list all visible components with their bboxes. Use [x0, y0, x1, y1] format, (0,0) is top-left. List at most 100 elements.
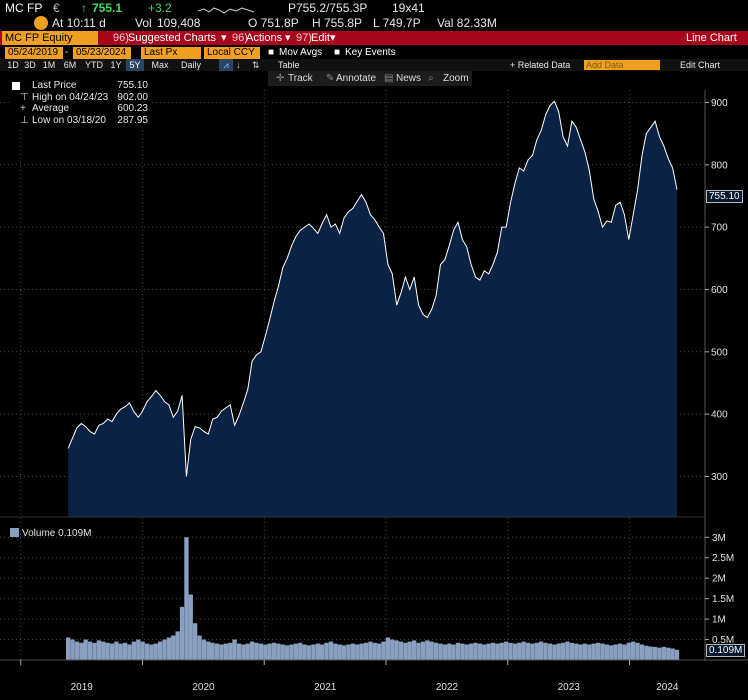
volume-bar: [346, 644, 351, 660]
currency-selector[interactable]: Local CCY: [204, 47, 260, 59]
volume-bar: [114, 641, 119, 660]
key-events-label[interactable]: Key Events: [345, 47, 396, 58]
price-line: [67, 100, 678, 477]
compare-icon[interactable]: ⇅: [252, 60, 260, 70]
volume-tick-label: 1.5M: [712, 594, 734, 605]
news-button[interactable]: News: [396, 73, 422, 84]
range-1y[interactable]: 1Y: [110, 60, 122, 70]
volume-bar: [363, 642, 369, 660]
track-button[interactable]: Track: [288, 73, 313, 84]
volume-bar: [635, 642, 640, 660]
volume-bar: [70, 639, 75, 660]
volume-bars: [66, 537, 680, 660]
volume-bar: [228, 642, 233, 660]
volume-bar: [368, 641, 373, 660]
edit-chart-button[interactable]: Edit Chart: [680, 60, 721, 70]
mov-avgs-label[interactable]: Mov Avgs: [279, 47, 323, 58]
volume-bar: [105, 642, 110, 660]
frequency-selector[interactable]: Daily: [181, 60, 202, 70]
volume-bar: [127, 644, 132, 660]
open-text: O 751.8P: [248, 16, 299, 30]
volume-bar: [648, 646, 653, 660]
volume-bar: [521, 641, 526, 660]
up-arrow-icon: ↑: [81, 1, 87, 15]
actions-menu[interactable]: Actions: [246, 32, 283, 44]
bar-chart-icon[interactable]: ↓: [236, 60, 241, 70]
field-selector[interactable]: Last Px: [141, 47, 201, 59]
volume-bar: [596, 642, 601, 660]
security-field[interactable]: MC FP Equity: [2, 31, 98, 45]
add-data-input[interactable]: Add Data: [584, 60, 660, 70]
high-marker-icon: ⊤: [20, 91, 29, 103]
volume-bar: [175, 631, 180, 660]
edit-menu[interactable]: Edit: [311, 32, 330, 44]
volume-bar: [578, 644, 583, 660]
volume-bar: [298, 642, 303, 660]
volume-bar: [324, 642, 329, 660]
key-events-checkbox-icon[interactable]: ■: [334, 47, 341, 58]
last-volume-tag: 0.109M: [706, 644, 746, 657]
volume-bar: [433, 642, 439, 660]
table-button[interactable]: Table: [278, 60, 300, 70]
volume-bar: [574, 643, 579, 660]
volume-bar: [539, 641, 544, 660]
zoom-icon: ⌕: [428, 73, 434, 84]
end-date-field[interactable]: 05/23/2024: [73, 47, 131, 59]
volume-bar: [425, 640, 430, 660]
volume-bar: [482, 644, 487, 660]
volume-bar: [267, 643, 272, 660]
year-label: 2020: [192, 682, 215, 693]
volume-bar: [144, 643, 150, 660]
range-max[interactable]: Max: [151, 60, 169, 70]
annotate-button[interactable]: Annotate: [336, 73, 377, 84]
volume-bar: [302, 644, 307, 660]
volume-bar: [123, 642, 128, 660]
range-1m[interactable]: 1M: [42, 60, 56, 70]
clock-icon: [34, 16, 48, 30]
volume-bar: [210, 642, 215, 660]
volume-tick-label: 0.5M: [712, 635, 734, 646]
volume-bar: [66, 637, 71, 660]
volume-tick-label: 3M: [712, 533, 726, 544]
high-text: H 755.8P: [312, 16, 363, 30]
last-price-tag: 755.10: [706, 190, 743, 203]
volume-bar: [372, 642, 377, 660]
volume-bar: [508, 642, 513, 660]
volume-bar: [311, 644, 316, 660]
volume-bar: [214, 643, 220, 660]
range-3d[interactable]: 3D: [24, 60, 36, 70]
zoom-button[interactable]: Zoom: [443, 73, 469, 84]
price-tick-label: 900: [711, 98, 728, 109]
year-label: 2022: [435, 682, 459, 693]
line-chart-icon[interactable]: ⩘: [219, 59, 233, 71]
volume-bar: [140, 641, 145, 660]
range-5y[interactable]: 5Y: [126, 59, 144, 71]
start-date-field[interactable]: 05/24/2019: [5, 47, 63, 59]
range-6m[interactable]: 6M: [63, 60, 77, 70]
volume-bar: [473, 642, 478, 660]
volume-bar: [525, 642, 531, 660]
currency-text: €: [53, 1, 60, 15]
volume-bar: [359, 643, 364, 660]
volume-bar: [162, 639, 167, 660]
volume-bar: [320, 644, 325, 660]
mov-avgs-checkbox-icon[interactable]: ■: [268, 47, 275, 58]
related-data-button[interactable]: + Related Data: [510, 60, 571, 70]
volume-bar: [184, 537, 189, 660]
range-ytd[interactable]: YTD: [85, 60, 103, 70]
volume-bar: [206, 641, 211, 660]
volume-bar: [341, 645, 347, 660]
volume-bar: [674, 649, 680, 660]
volume-bar: [552, 644, 557, 660]
range-1d[interactable]: 1D: [7, 60, 19, 70]
volume-bar: [250, 641, 255, 660]
legend-avg-label: Average: [32, 103, 70, 114]
volume-bar: [197, 635, 202, 660]
volume-bar: [587, 644, 592, 660]
volume-ticks: 0.5M 1M 1.5M 2M 2.5M 3M: [705, 533, 734, 646]
price-tick-label: 800: [711, 160, 728, 171]
chart-toolbar: ✛ Track ✎ Annotate ▤ News ⌕ Zoom: [268, 71, 472, 86]
volume-bar: [293, 643, 299, 660]
suggested-charts-menu[interactable]: Suggested Charts: [128, 32, 217, 44]
